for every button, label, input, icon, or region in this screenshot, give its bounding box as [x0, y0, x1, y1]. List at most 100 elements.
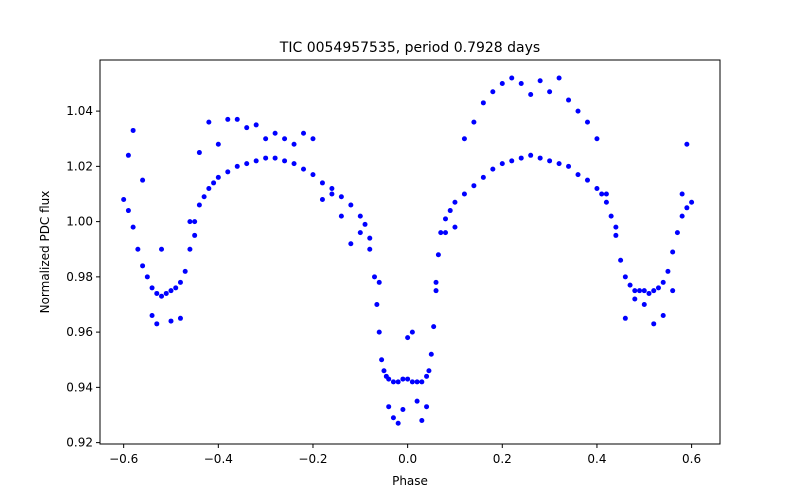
data-point — [641, 301, 647, 307]
data-point — [348, 202, 354, 208]
data-point — [234, 163, 240, 169]
data-point — [670, 288, 676, 294]
data-point — [381, 368, 387, 374]
data-point — [206, 119, 212, 125]
data-point — [263, 155, 269, 161]
data-point — [140, 263, 146, 269]
data-point — [244, 125, 250, 131]
data-points — [121, 75, 695, 426]
data-point — [547, 89, 553, 95]
data-point — [405, 335, 411, 341]
data-point — [272, 130, 278, 136]
data-point — [679, 191, 685, 197]
x-tick-label: 0.0 — [398, 452, 417, 466]
data-point — [660, 313, 666, 319]
data-point — [603, 191, 609, 197]
data-point — [518, 155, 524, 161]
chart-title: TIC 0054957535, period 0.7928 days — [279, 40, 540, 56]
data-point — [518, 80, 524, 86]
data-point — [575, 172, 581, 178]
data-point — [618, 257, 624, 263]
data-point — [599, 191, 605, 197]
data-point — [632, 288, 638, 294]
data-point — [584, 177, 590, 183]
data-point — [159, 293, 165, 299]
data-point — [234, 116, 240, 122]
data-point — [168, 318, 174, 324]
data-point — [684, 205, 690, 211]
data-point — [177, 279, 183, 285]
data-point — [424, 404, 430, 410]
data-point — [301, 166, 307, 172]
data-point — [556, 161, 562, 167]
data-point — [395, 379, 401, 385]
data-point — [154, 290, 160, 296]
data-point — [244, 161, 250, 167]
data-point — [319, 197, 325, 203]
data-point — [301, 130, 307, 136]
data-point — [608, 213, 614, 219]
data-point — [575, 108, 581, 114]
data-point — [435, 252, 441, 258]
data-point — [196, 150, 202, 156]
data-point — [163, 290, 169, 296]
data-point — [329, 191, 335, 197]
x-axis-ticks: −0.6 −0.4 −0.2 0.0 0.2 0.4 0.6 — [109, 444, 701, 466]
plot-frame — [99, 59, 721, 445]
data-point — [603, 199, 609, 205]
data-point — [253, 158, 259, 164]
data-point — [390, 415, 396, 421]
data-point — [670, 249, 676, 255]
data-point — [637, 288, 643, 294]
data-point — [622, 274, 628, 280]
data-point — [211, 180, 217, 186]
data-point — [386, 376, 392, 382]
data-point — [566, 163, 572, 169]
data-point — [461, 191, 467, 197]
data-point — [329, 185, 335, 191]
data-point — [665, 268, 671, 274]
data-point — [438, 230, 444, 236]
data-point — [272, 155, 278, 161]
data-point — [490, 89, 496, 95]
data-point — [655, 285, 661, 291]
data-point — [528, 92, 534, 98]
y-tick-label: 1.00 — [66, 215, 93, 229]
data-point — [130, 224, 136, 230]
data-point — [215, 174, 221, 180]
data-point — [409, 379, 415, 385]
data-point — [499, 161, 505, 167]
data-point — [192, 219, 198, 225]
data-point — [426, 368, 432, 374]
y-tick-label: 0.94 — [66, 380, 93, 394]
data-point — [490, 166, 496, 172]
data-point — [149, 313, 155, 319]
data-point — [282, 158, 288, 164]
data-point — [196, 202, 202, 208]
x-tick-label: 0.6 — [682, 452, 701, 466]
data-point — [390, 379, 396, 385]
data-point — [452, 199, 458, 205]
data-point — [679, 213, 685, 219]
data-point — [452, 224, 458, 230]
data-point — [125, 208, 131, 214]
data-point — [357, 213, 363, 219]
data-point — [584, 119, 590, 125]
data-point — [646, 290, 652, 296]
data-point — [338, 213, 344, 219]
data-point — [187, 219, 193, 225]
y-tick-label: 0.92 — [66, 436, 93, 450]
data-point — [547, 158, 553, 164]
data-point — [651, 321, 657, 327]
data-point — [144, 274, 150, 280]
data-point — [187, 246, 193, 252]
data-point — [177, 315, 183, 321]
data-point — [374, 301, 380, 307]
data-point — [338, 194, 344, 200]
x-tick-label: 0.2 — [493, 452, 512, 466]
data-point — [537, 155, 543, 161]
y-tick-label: 0.98 — [66, 270, 93, 284]
data-point — [121, 197, 127, 203]
